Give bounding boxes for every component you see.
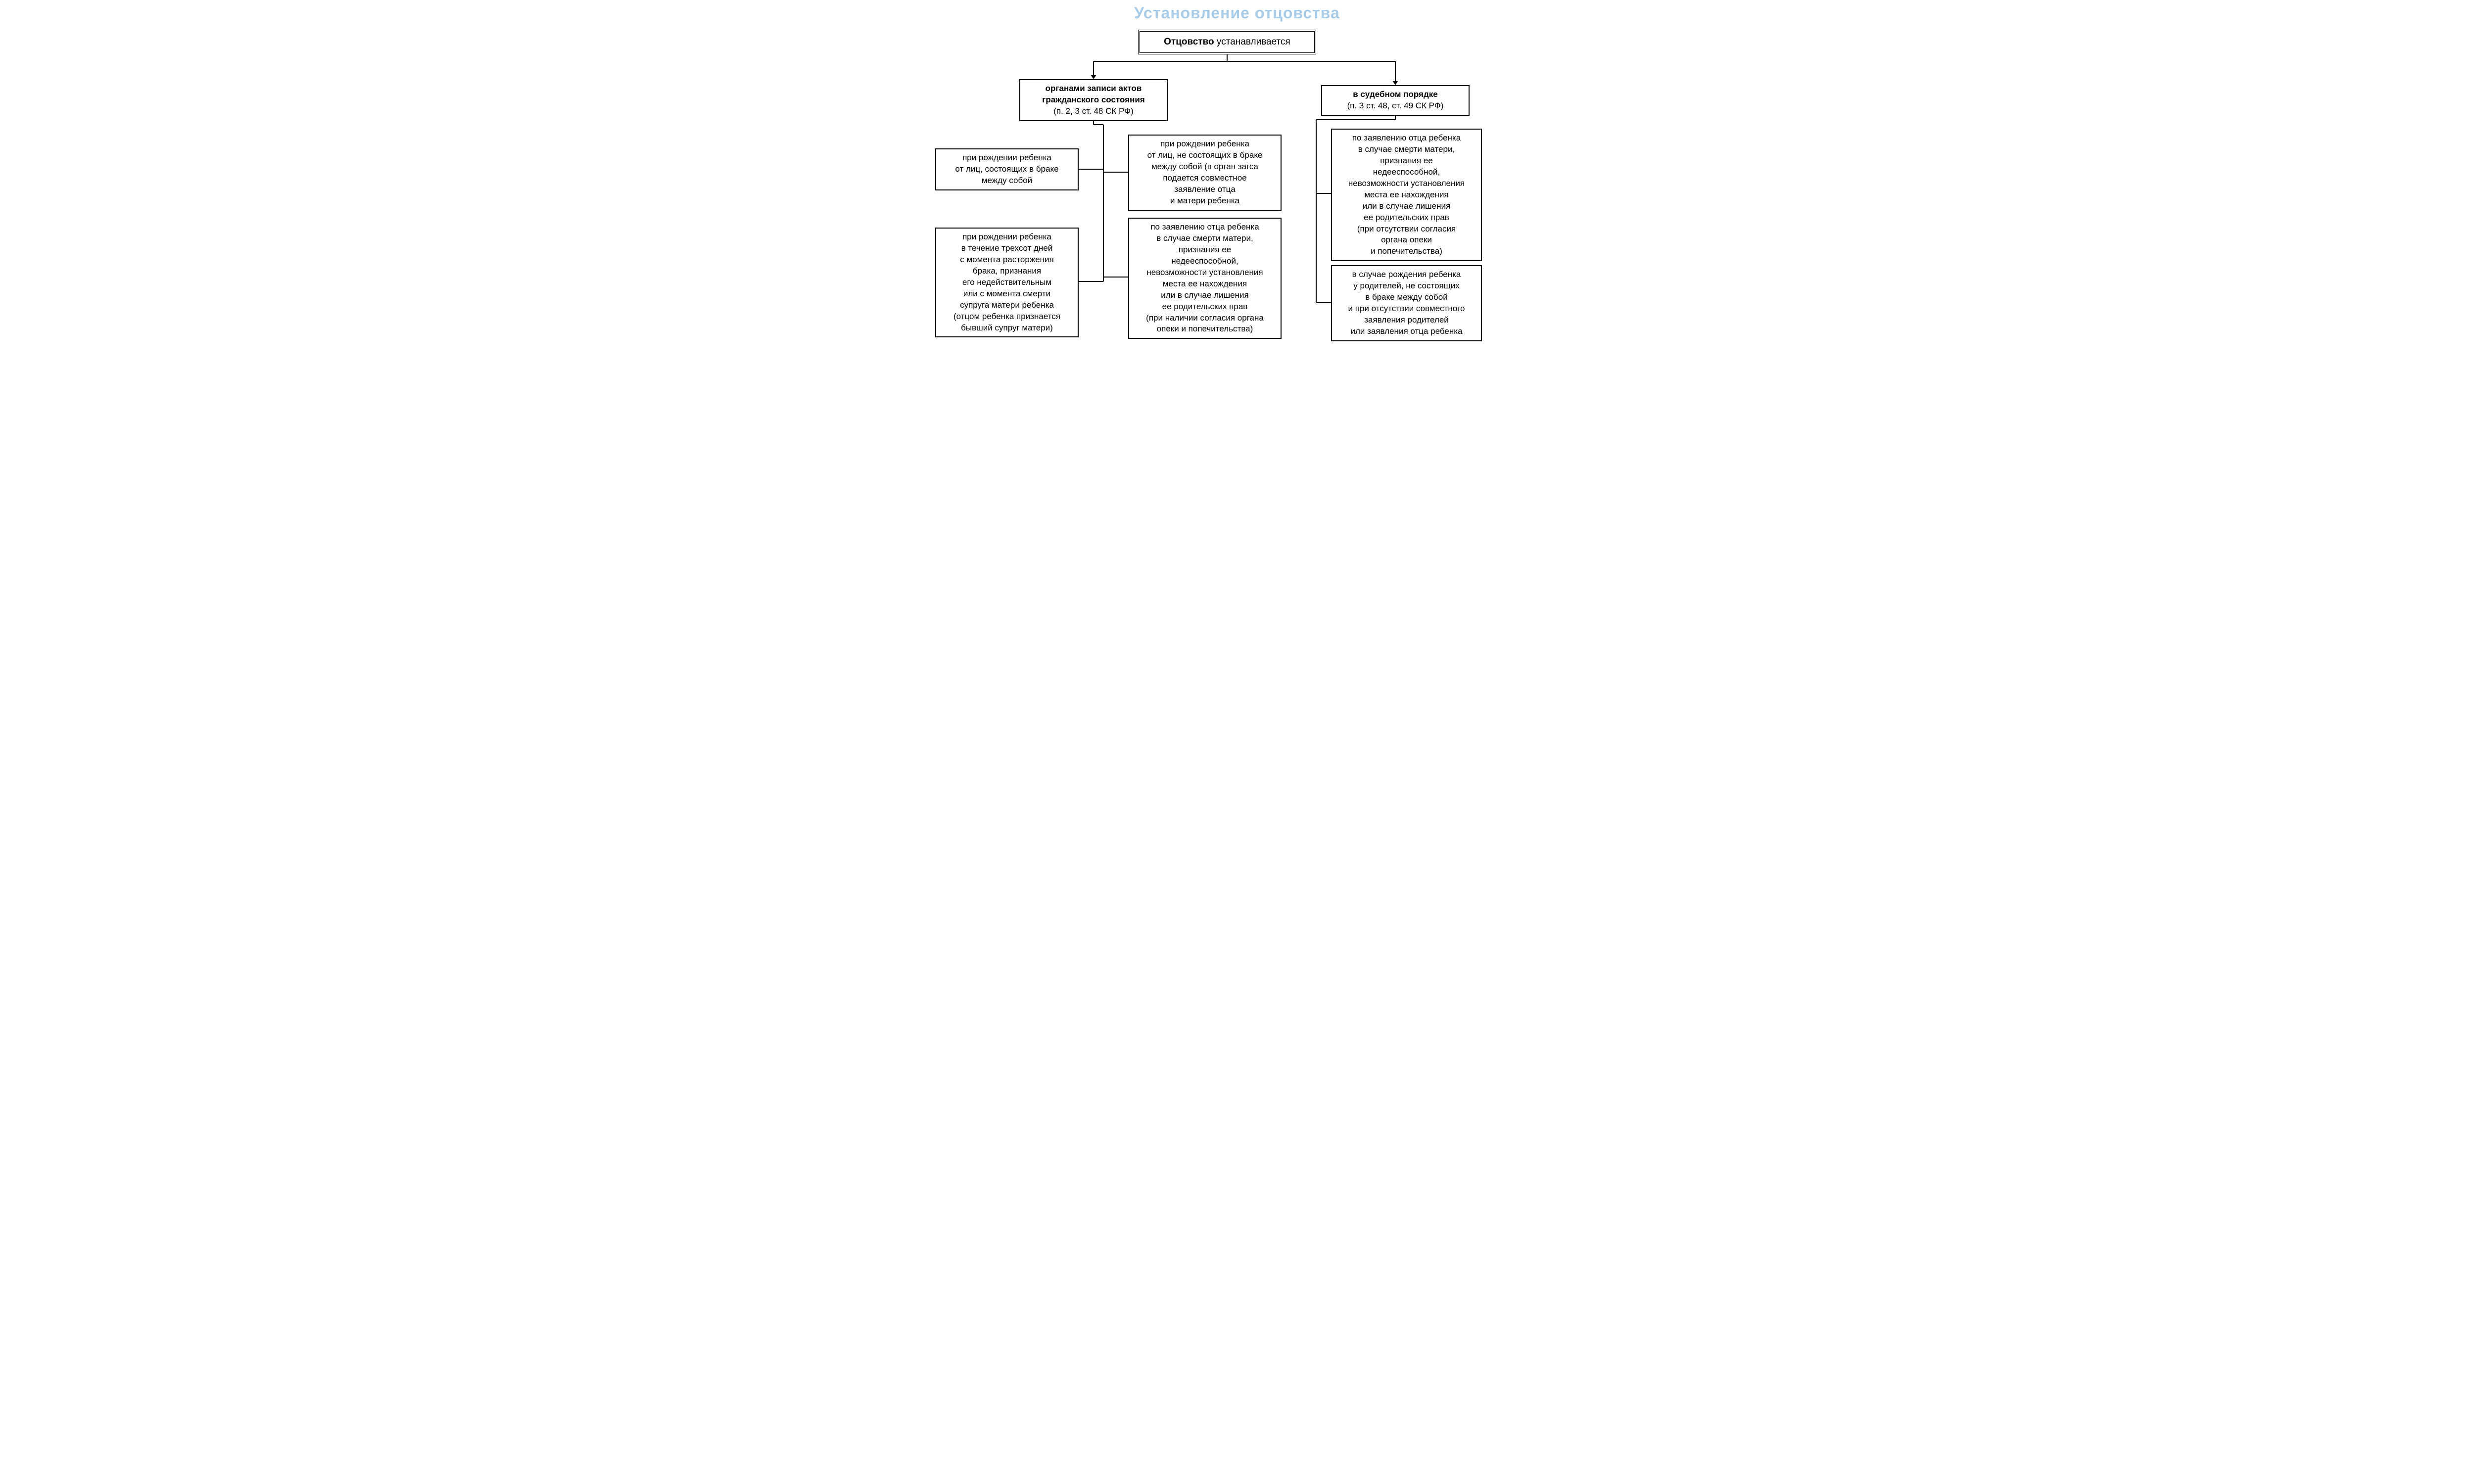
node-root: Отцовство устанавливается	[1138, 30, 1316, 54]
node-court: в судебном порядке(п. 3 ст. 48, ст. 49 С…	[1321, 85, 1470, 116]
page-title: Установление отцовства	[920, 4, 1554, 22]
node-z_left1: при рождении ребенкаот лиц, состоящих в …	[935, 148, 1079, 190]
node-z_right2: по заявлению отца ребенкав случае смерти…	[1128, 218, 1282, 339]
diagram-canvas: Установление отцовства Отцовство устанав…	[920, 0, 1554, 356]
node-c_2: в случае рождения ребенкау родителей, не…	[1331, 265, 1482, 341]
node-z_left2: при рождении ребенкав течение трехсот дн…	[935, 228, 1079, 337]
node-c_1: по заявлению отца ребенкав случае смерти…	[1331, 129, 1482, 261]
node-zags: органами записи актовгражданского состоя…	[1019, 79, 1168, 121]
node-z_right1: при рождении ребенкаот лиц, не состоящих…	[1128, 135, 1282, 211]
